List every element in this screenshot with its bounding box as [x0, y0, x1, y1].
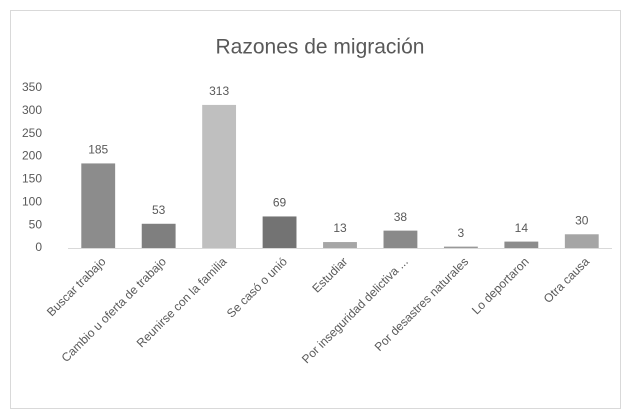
- data-label: 69: [273, 196, 287, 210]
- chart-title: Razones de migración: [216, 36, 425, 59]
- data-label: 53: [152, 203, 166, 217]
- data-label: 3: [458, 226, 465, 240]
- y-tick-label: 0: [35, 240, 42, 254]
- bar: [383, 230, 418, 248]
- bar: [262, 216, 297, 248]
- bar: [202, 104, 237, 249]
- y-tick-label: 200: [22, 149, 42, 163]
- data-label: 313: [209, 84, 229, 98]
- y-tick-label: 50: [29, 217, 43, 231]
- data-label: 38: [394, 210, 408, 224]
- bar: [443, 246, 478, 248]
- y-tick-label: 350: [22, 80, 42, 94]
- y-tick-label: 150: [22, 172, 42, 186]
- bar: [141, 223, 176, 248]
- bar: [323, 242, 357, 248]
- bar: [564, 234, 599, 248]
- data-label: 14: [515, 221, 529, 235]
- data-label: 13: [333, 221, 347, 235]
- y-tick-label: 300: [22, 103, 42, 117]
- bar: [81, 163, 116, 248]
- data-label: 30: [575, 213, 589, 227]
- data-label: 185: [88, 143, 108, 157]
- y-tick-label: 100: [22, 194, 42, 208]
- y-tick-label: 250: [22, 126, 42, 140]
- bar: [504, 241, 539, 248]
